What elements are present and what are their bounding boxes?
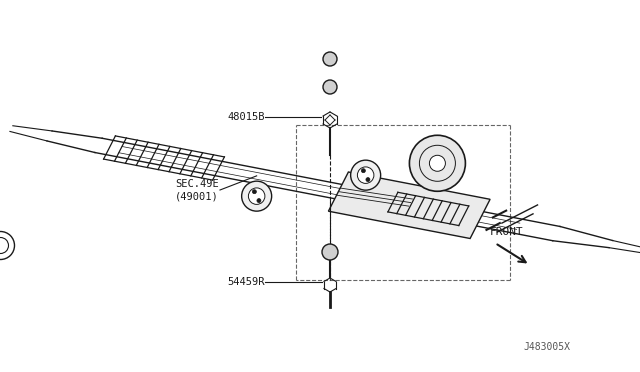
Circle shape <box>242 181 271 211</box>
Text: 48015B: 48015B <box>227 112 265 122</box>
Circle shape <box>322 244 338 260</box>
Circle shape <box>257 199 261 203</box>
Circle shape <box>248 188 265 204</box>
Circle shape <box>357 167 374 183</box>
Circle shape <box>323 52 337 66</box>
Text: SEC.49E: SEC.49E <box>175 179 219 189</box>
Text: FRONT: FRONT <box>490 227 524 237</box>
Circle shape <box>410 135 465 191</box>
Circle shape <box>366 177 370 182</box>
Circle shape <box>323 80 337 94</box>
Circle shape <box>362 169 365 173</box>
Circle shape <box>252 190 257 194</box>
Circle shape <box>429 155 445 171</box>
Polygon shape <box>328 172 490 238</box>
Text: (49001): (49001) <box>175 191 219 201</box>
Text: J483005X: J483005X <box>523 342 570 352</box>
Circle shape <box>351 160 381 190</box>
Text: 54459R: 54459R <box>227 277 265 287</box>
Circle shape <box>0 231 15 260</box>
